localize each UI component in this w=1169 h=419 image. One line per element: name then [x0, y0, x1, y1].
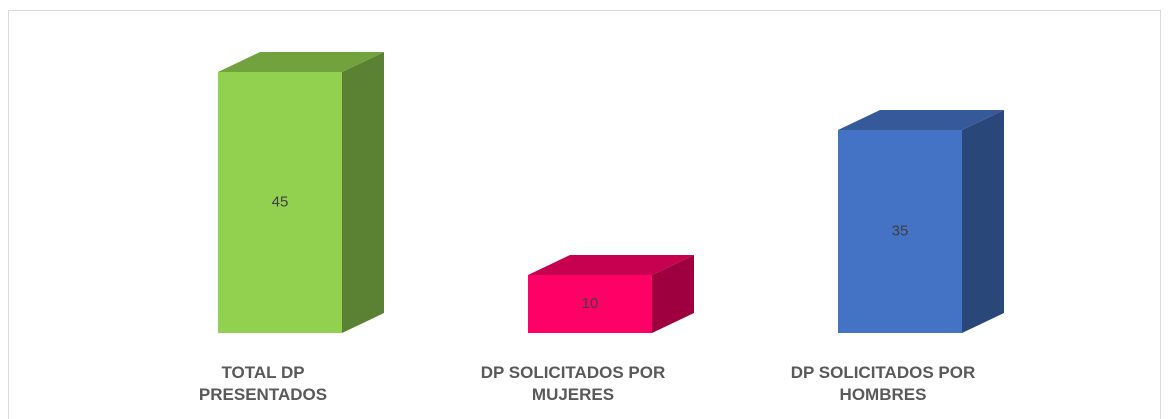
bar-top [218, 52, 384, 72]
bar-side [342, 52, 384, 333]
x-tick-label: TOTAL DP PRESENTADOS [198, 363, 328, 404]
x-tick-label: DP SOLICITADOS POR HOMBRES [790, 363, 976, 404]
bar [218, 72, 342, 333]
x-tick-label: DP SOLICITADOS POR MUJERES [480, 363, 666, 404]
bar-side [652, 255, 694, 333]
value-label: 10 [582, 295, 599, 312]
bar-top [838, 110, 1004, 130]
bar [838, 130, 962, 333]
value-label: 35 [892, 222, 909, 239]
bar-side [962, 110, 1004, 333]
bar-top [528, 255, 694, 275]
frame [8, 10, 1161, 419]
bar [528, 275, 652, 333]
value-label: 45 [272, 193, 289, 210]
